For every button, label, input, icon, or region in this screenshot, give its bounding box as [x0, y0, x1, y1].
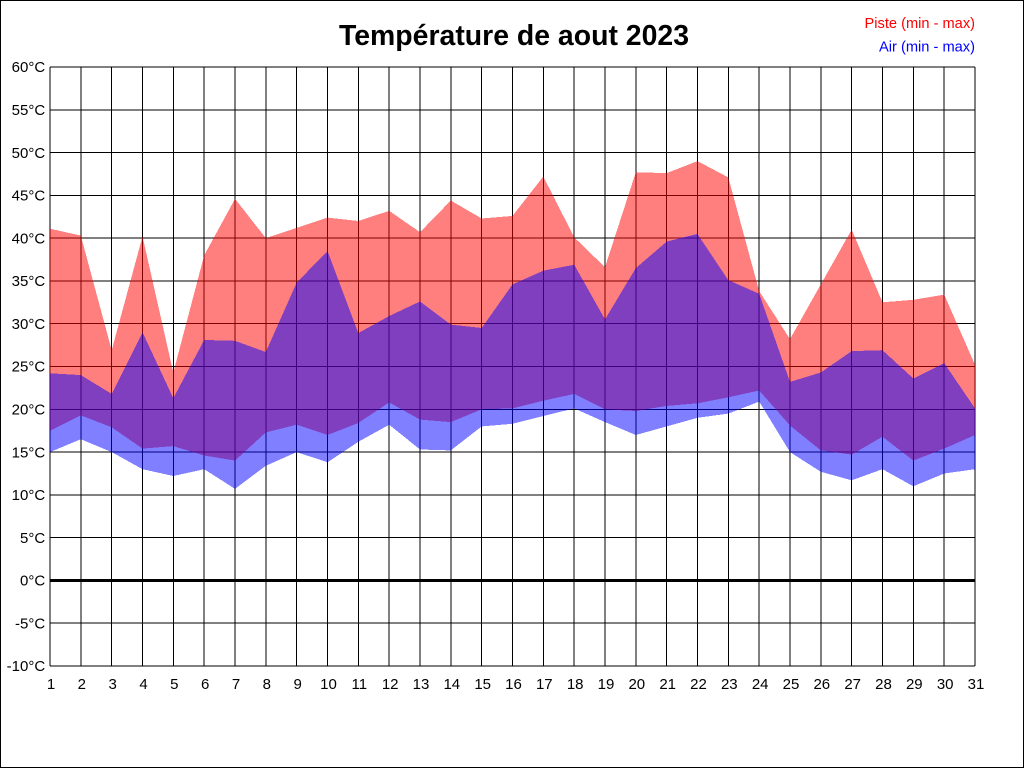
svg-text:15°C: 15°C	[12, 444, 46, 461]
svg-text:17: 17	[536, 676, 553, 693]
svg-text:8: 8	[263, 676, 271, 693]
svg-text:11: 11	[352, 676, 368, 693]
svg-text:-10°C: -10°C	[7, 658, 46, 675]
svg-text:16: 16	[505, 676, 522, 693]
svg-text:14: 14	[443, 676, 460, 693]
svg-text:10°C: 10°C	[12, 487, 46, 504]
svg-text:31: 31	[968, 676, 985, 693]
svg-text:29: 29	[906, 676, 923, 693]
svg-text:55°C: 55°C	[12, 102, 46, 119]
svg-text:2: 2	[78, 676, 86, 693]
svg-text:60°C: 60°C	[12, 59, 46, 76]
svg-text:26: 26	[813, 676, 830, 693]
svg-text:21: 21	[659, 676, 676, 693]
svg-text:30: 30	[937, 676, 954, 693]
svg-text:30°C: 30°C	[12, 316, 46, 333]
svg-text:25°C: 25°C	[12, 359, 46, 376]
svg-text:24: 24	[752, 676, 769, 693]
svg-text:10: 10	[320, 676, 337, 693]
svg-text:20°C: 20°C	[12, 402, 46, 419]
svg-text:-5°C: -5°C	[15, 615, 45, 632]
svg-text:15: 15	[474, 676, 491, 693]
svg-text:7: 7	[232, 676, 240, 693]
svg-text:20: 20	[628, 676, 645, 693]
svg-text:28: 28	[875, 676, 892, 693]
svg-text:19: 19	[598, 676, 615, 693]
svg-text:25: 25	[783, 676, 800, 693]
svg-text:40°C: 40°C	[12, 230, 46, 247]
svg-text:6: 6	[201, 676, 209, 693]
svg-text:Piste (min - max): Piste (min - max)	[865, 15, 976, 32]
svg-text:0°C: 0°C	[20, 573, 45, 590]
svg-text:23: 23	[721, 676, 738, 693]
svg-text:Air (min - max): Air (min - max)	[879, 38, 975, 55]
svg-text:45°C: 45°C	[12, 188, 46, 205]
svg-text:27: 27	[844, 676, 861, 693]
svg-text:Température de aout 2023: Température de aout 2023	[339, 20, 689, 52]
svg-text:3: 3	[109, 676, 117, 693]
svg-text:4: 4	[139, 676, 147, 693]
svg-text:5°C: 5°C	[20, 530, 45, 547]
svg-text:35°C: 35°C	[12, 273, 46, 290]
svg-text:12: 12	[382, 676, 399, 693]
svg-text:50°C: 50°C	[12, 145, 46, 162]
svg-text:1: 1	[47, 676, 55, 693]
svg-text:13: 13	[413, 676, 430, 693]
svg-text:18: 18	[567, 676, 584, 693]
svg-text:5: 5	[170, 676, 178, 693]
svg-text:9: 9	[294, 676, 302, 693]
svg-text:22: 22	[690, 676, 707, 693]
